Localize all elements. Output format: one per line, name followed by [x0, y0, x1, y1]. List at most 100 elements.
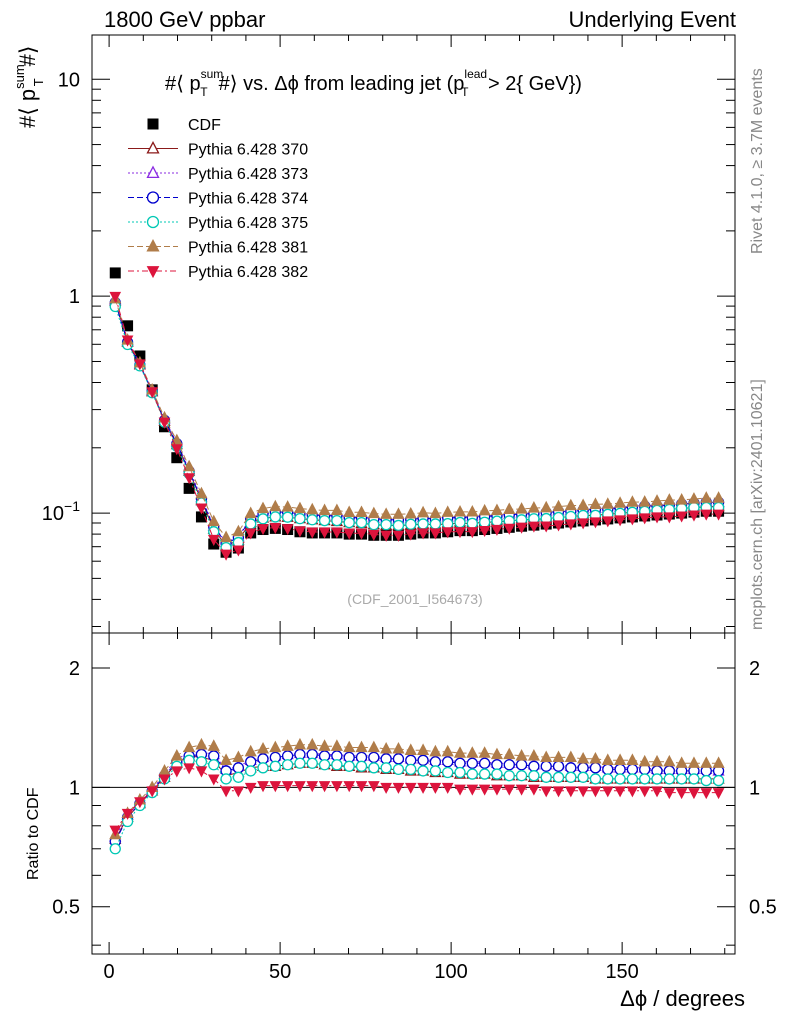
- ratio-y-axis-label: Ratio to CDF: [25, 787, 42, 880]
- ratio-point-pythia-6-428-381: [490, 747, 504, 760]
- main-point-pythia-6-428-382: [540, 521, 553, 533]
- main-point-pythia-6-428-382: [515, 522, 528, 534]
- ratio-point-pythia-6-428-374: [589, 762, 602, 774]
- main-point-pythia-6-428-375: [478, 516, 491, 528]
- main-point-pythia-6-428-382: [651, 512, 663, 524]
- ratio-point-pythia-6-428-375: [466, 768, 478, 780]
- ratio-point-pythia-6-428-382: [343, 781, 356, 793]
- ratio-point-pythia-6-428-381: [269, 740, 282, 753]
- x-tick-label: 150: [605, 961, 638, 983]
- ratio-point-pythia-6-428-375: [392, 763, 405, 776]
- title-part-mid: #⟩ vs. Δϕ from leading jet (p: [219, 73, 465, 95]
- ratio-point-pythia-6-428-382: [244, 782, 257, 794]
- ratio-point-pythia-6-428-382: [491, 784, 503, 796]
- main-point-pythia-6-428-375: [491, 515, 503, 527]
- ratio-point-pythia-6-428-381: [318, 739, 331, 751]
- ratio-point-pythia-6-428-374: [552, 760, 565, 772]
- main-point-pythia-6-428-375: [405, 518, 417, 530]
- ratio-point-pythia-6-428-374: [614, 763, 626, 776]
- main-point-pythia-6-428-375: [269, 511, 281, 523]
- main-point-pythia-6-428-382: [528, 521, 540, 533]
- main-point-pythia-6-428-375: [417, 518, 429, 530]
- ratio-point-pythia-6-428-382: [146, 786, 159, 798]
- main-point-pythia-6-428-381: [207, 514, 220, 527]
- ratio-point-pythia-6-428-382: [109, 825, 122, 837]
- ratio-point-pythia-6-428-375: [528, 770, 540, 782]
- ratio-point-pythia-6-428-381: [256, 742, 270, 754]
- ratio-point-pythia-6-428-374: [491, 759, 503, 771]
- main-point-pythia-6-428-381: [429, 506, 442, 519]
- main-point-pythia-6-428-381: [256, 501, 270, 514]
- main-point-pythia-6-428-375: [355, 516, 368, 529]
- ratio-point-pythia-6-428-382: [651, 786, 663, 798]
- main-point-pythia-6-428-381: [515, 502, 528, 514]
- ratio-point-pythia-6-428-382: [638, 786, 651, 798]
- main-point-pythia-6-428-382: [441, 527, 454, 539]
- ratio-point-pythia-6-428-374: [368, 751, 380, 764]
- main-point-cdf: [171, 452, 183, 464]
- ratio-point-pythia-6-428-374: [417, 754, 429, 766]
- ratio-point-pythia-6-428-374: [232, 762, 245, 774]
- main-panel-ticks: 10 1 10−1: [42, 35, 735, 633]
- main-point-pythia-6-428-375: [331, 514, 343, 527]
- main-point-pythia-6-428-381: [269, 499, 282, 512]
- mcplots-label: mcplots.cern.ch [arXiv:2401.10621]: [749, 379, 766, 630]
- legend-label-pythia-6-428-382: Pythia 6.428 382: [188, 264, 308, 281]
- legend-marker-pythia-6-428-373: [146, 165, 160, 179]
- ratio-point-pythia-6-428-375: [712, 774, 725, 787]
- ratio-panel-ticks: 0 50 100 150 2 2 1 1 0.5 0.5: [52, 633, 777, 983]
- main-point-cdf: [195, 511, 207, 523]
- ratio-point-pythia-6-428-382: [294, 781, 306, 793]
- ratio-y-tick-label-right: 1: [749, 777, 760, 799]
- legend-label-pythia-6-428-381: Pythia 6.428 381: [188, 240, 308, 257]
- main-point-pythia-6-428-382: [700, 509, 713, 521]
- main-point-cdf: [183, 482, 195, 494]
- main-point-pythia-6-428-381: [441, 505, 454, 517]
- ratio-point-pythia-6-428-382: [540, 786, 553, 798]
- main-point-pythia-6-428-381: [614, 496, 627, 508]
- main-point-pythia-6-428-381: [355, 505, 368, 517]
- ratio-point-pythia-6-428-381: [330, 739, 343, 751]
- ratio-point-pythia-6-428-381: [183, 740, 196, 753]
- main-point-pythia-6-428-381: [343, 505, 356, 517]
- main-point-pythia-6-428-382: [638, 513, 651, 525]
- ratio-point-pythia-6-428-382: [158, 774, 171, 786]
- main-point-pythia-6-428-381: [552, 499, 565, 512]
- ratio-point-pythia-6-428-381: [540, 750, 553, 763]
- main-point-pythia-6-428-375: [392, 519, 405, 532]
- ratio-point-pythia-6-428-382: [257, 781, 269, 793]
- ratio-point-pythia-6-428-375: [602, 773, 614, 785]
- main-point-pythia-6-428-381: [687, 492, 701, 504]
- analysis-watermark: (CDF_2001_I564673): [347, 591, 482, 607]
- ratio-point-pythia-6-428-381: [712, 756, 725, 768]
- main-point-pythia-6-428-381: [392, 507, 405, 519]
- ratio-point-pythia-6-428-381: [589, 751, 602, 764]
- ratio-point-pythia-6-428-381: [453, 746, 467, 758]
- main-point-pythia-6-428-382: [318, 527, 331, 539]
- main-point-pythia-6-428-382: [207, 534, 220, 547]
- ratio-y-tick-label-right: 2: [749, 658, 760, 680]
- ratio-point-pythia-6-428-382: [503, 784, 516, 796]
- ratio-point-pythia-6-428-375: [306, 757, 318, 769]
- ratio-point-pythia-6-428-381: [244, 744, 257, 757]
- legend-marker-pythia-6-428-381: [146, 239, 160, 252]
- main-point-pythia-6-428-382: [712, 509, 725, 521]
- main-point-cdf: [109, 267, 121, 279]
- ratio-point-pythia-6-428-374: [478, 757, 491, 769]
- main-point-pythia-6-428-381: [244, 506, 257, 519]
- main-point-pythia-6-428-381: [503, 502, 516, 514]
- main-point-pythia-6-428-381: [306, 502, 319, 515]
- ratio-point-pythia-6-428-381: [466, 746, 479, 758]
- ratio-point-pythia-6-428-381: [478, 746, 491, 758]
- ratio-point-pythia-6-428-374: [565, 762, 577, 774]
- main-point-pythia-6-428-375: [429, 518, 442, 530]
- main-point-pythia-6-428-382: [134, 359, 146, 371]
- main-point-pythia-6-428-382: [257, 524, 269, 536]
- main-point-pythia-6-428-382: [306, 527, 319, 539]
- ratio-point-pythia-6-428-381: [515, 749, 528, 761]
- ratio-point-pythia-6-428-382: [601, 786, 614, 798]
- main-point-pythia-6-428-381: [626, 495, 639, 507]
- ratio-point-pythia-6-428-382: [121, 808, 134, 820]
- ratio-point-pythia-6-428-382: [528, 784, 540, 796]
